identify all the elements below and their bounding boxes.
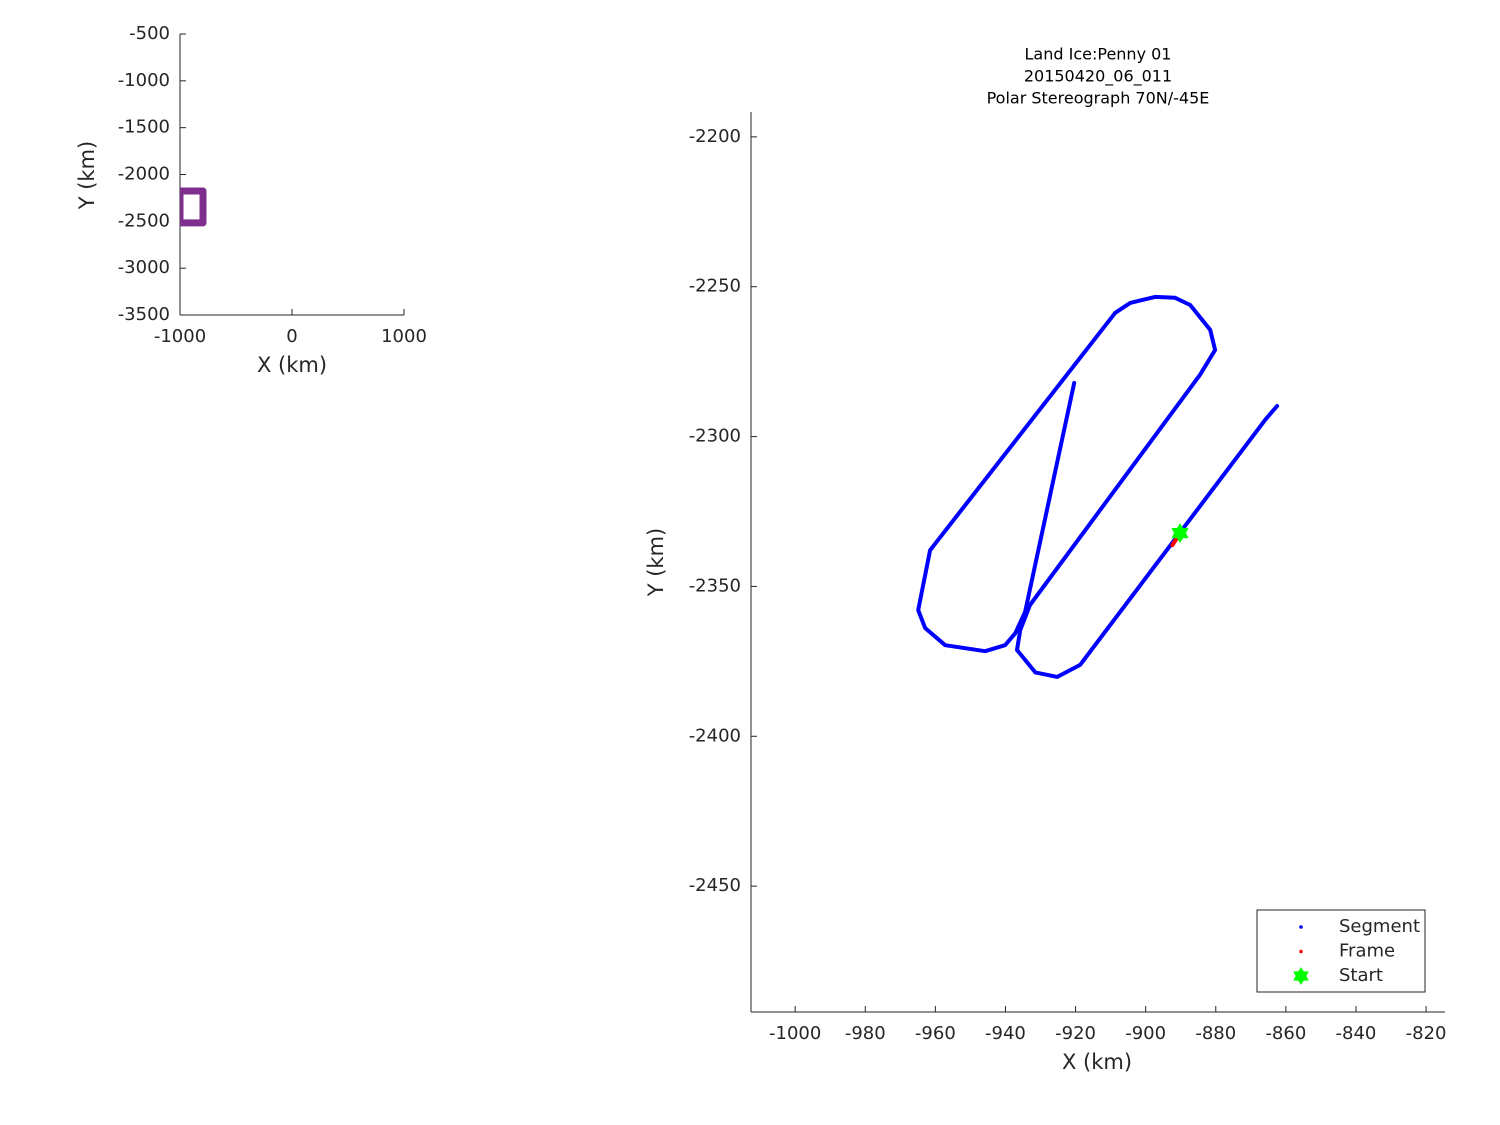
x-tick-label: -920 bbox=[1055, 1023, 1096, 1044]
plot-area bbox=[180, 187, 207, 227]
y-tick-label: -2350 bbox=[689, 575, 741, 596]
y-tick-label: -2200 bbox=[689, 126, 741, 147]
chart-title: Polar Stereograph 70N/-45E bbox=[987, 89, 1210, 108]
track-line bbox=[180, 187, 207, 227]
track-line bbox=[916, 294, 1280, 679]
y-tick-label: -3500 bbox=[118, 304, 170, 325]
y-tick-label: -2250 bbox=[689, 276, 741, 297]
x-tick-label: -980 bbox=[845, 1023, 886, 1044]
x-tick-label: -880 bbox=[1195, 1023, 1236, 1044]
x-tick-label: 1000 bbox=[381, 326, 427, 347]
x-tick-label: -940 bbox=[985, 1023, 1026, 1044]
x-tick-label: -1000 bbox=[769, 1023, 821, 1044]
x-tick-label: -960 bbox=[915, 1023, 956, 1044]
y-tick-label: -2400 bbox=[689, 725, 741, 746]
legend-marker bbox=[1293, 967, 1309, 985]
y-tick-label: -2300 bbox=[689, 426, 741, 447]
y-tick-label: -2000 bbox=[118, 164, 170, 185]
x-tick-label: -840 bbox=[1336, 1023, 1377, 1044]
start-marker bbox=[1171, 523, 1189, 544]
x-axis-label: X (km) bbox=[257, 353, 327, 377]
y-tick-label: -500 bbox=[129, 23, 170, 44]
legend-label: Start bbox=[1339, 965, 1383, 986]
legend-box bbox=[1256, 909, 1426, 993]
x-tick-label: -1000 bbox=[154, 326, 206, 347]
y-axis-label: Y (km) bbox=[644, 528, 668, 598]
y-tick-label: -1500 bbox=[118, 117, 170, 138]
plot-area bbox=[916, 294, 1280, 679]
y-axis-label: Y (km) bbox=[75, 141, 99, 211]
chart-title: 20150420_06_011 bbox=[1024, 67, 1172, 87]
y-tick-label: -3000 bbox=[118, 257, 170, 278]
x-tick-label: 0 bbox=[286, 326, 297, 347]
legend-label: Frame bbox=[1339, 941, 1395, 962]
x-axis-label: X (km) bbox=[1062, 1050, 1132, 1074]
chart-title: Land Ice:Penny 01 bbox=[1025, 45, 1172, 64]
legend-marker bbox=[1299, 925, 1303, 929]
x-tick-label: -820 bbox=[1406, 1023, 1447, 1044]
y-tick-label: -2500 bbox=[118, 210, 170, 231]
x-tick-label: -900 bbox=[1125, 1023, 1166, 1044]
x-tick-label: -860 bbox=[1265, 1023, 1306, 1044]
y-tick-label: -2450 bbox=[689, 875, 741, 896]
legend-label: Segment bbox=[1339, 916, 1420, 937]
y-tick-label: -1000 bbox=[118, 70, 170, 91]
legend-marker bbox=[1299, 949, 1303, 954]
